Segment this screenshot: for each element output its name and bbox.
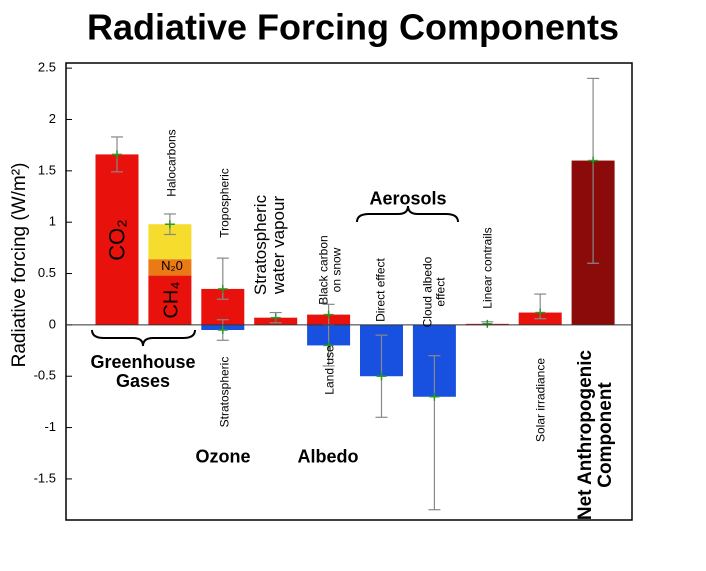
error-bar [587, 77, 600, 264]
bar-label: CO₂ [104, 219, 130, 261]
error-bar [322, 303, 335, 326]
bar-label: Net Anthropogenic Component [575, 349, 616, 521]
error-bar [428, 355, 441, 511]
error-bar [216, 319, 229, 341]
bar-label: Linear contrails [480, 227, 495, 309]
y-tick-label: 1.5 [38, 162, 56, 177]
y-tick-label: 0.5 [38, 265, 56, 280]
group-label: Greenhouse Gases [90, 352, 196, 391]
chart-title: Radiative Forcing Components [87, 7, 619, 48]
error-bar [322, 324, 335, 367]
group-brace [91, 329, 196, 347]
bar-label: CH₄ [160, 281, 183, 319]
y-tick-label: -1 [44, 419, 56, 434]
group-brace [356, 205, 459, 223]
bar-label: Stratospheric water vapour [251, 194, 288, 296]
bar-label: Black carbon on snow [316, 235, 343, 305]
bar-label: Tropospheric [217, 168, 232, 238]
bar [148, 259, 192, 276]
bar-label: N₂0 [161, 258, 183, 274]
y-tick-label: 2 [49, 111, 56, 126]
y-axis-label: Radiative forcing (W/m²) [9, 163, 30, 368]
error-bar [111, 136, 123, 173]
error-bar [163, 213, 176, 236]
error-bar [534, 293, 547, 320]
y-tick-label: 1 [49, 214, 56, 229]
bar-label: Cloud albedo effect [420, 256, 447, 328]
y-tick-label: -0.5 [34, 368, 56, 383]
plot-frame [65, 62, 633, 521]
bar-label: Stratospheric [217, 356, 232, 428]
y-tick-label: 2.5 [38, 60, 56, 75]
bar-label: Direct effect [373, 258, 388, 322]
group-label: Ozone [195, 446, 251, 467]
group-label: Albedo [297, 446, 359, 467]
bar [148, 275, 192, 325]
y-tick-label: 0 [49, 316, 56, 331]
bar-label: Halocarbons [164, 129, 179, 197]
group-label: Aerosols [369, 188, 447, 209]
error-bar [269, 311, 282, 324]
y-tick-label: -1.5 [34, 470, 56, 485]
error-bar [216, 257, 229, 300]
bar-label: Solar irradiance [533, 357, 548, 443]
error-bar [375, 334, 388, 418]
error-bar [481, 319, 494, 328]
bar [95, 154, 139, 325]
bar-label: Land use [322, 345, 337, 395]
